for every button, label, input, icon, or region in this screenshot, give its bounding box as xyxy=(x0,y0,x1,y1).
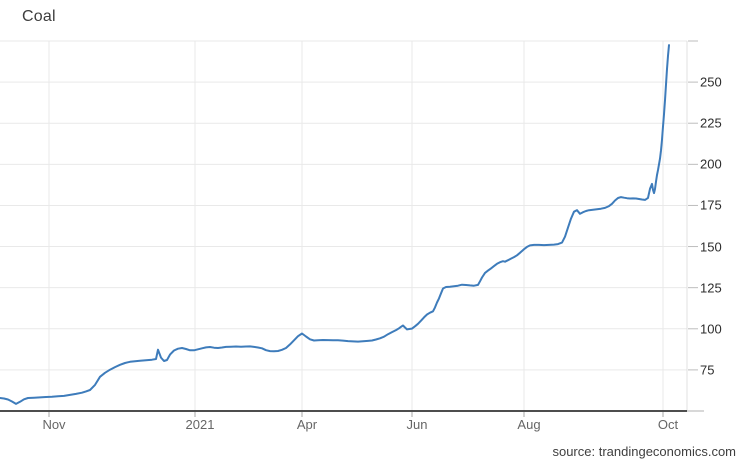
x-axis-label: Aug xyxy=(517,417,541,432)
x-axis-label: Jun xyxy=(406,417,428,432)
y-axis-label: 75 xyxy=(700,362,715,378)
y-axis-label: 250 xyxy=(700,74,722,90)
y-axis-label: 150 xyxy=(700,239,722,255)
x-axis-label: 2021 xyxy=(185,417,215,432)
source-credit: source: trandingeconomics.com xyxy=(552,444,736,459)
coal-price-line[interactable] xyxy=(0,44,670,405)
page-title: Coal xyxy=(22,8,56,25)
x-axis-label: Oct xyxy=(657,417,679,432)
x-axis-label: Apr xyxy=(296,417,318,432)
x-axis-label: Nov xyxy=(42,417,66,432)
y-axis-label: 200 xyxy=(700,156,722,172)
y-axis-label: 100 xyxy=(700,321,722,337)
y-axis-label: 125 xyxy=(700,280,722,296)
y-axis-label: 225 xyxy=(700,115,722,131)
y-axis-label: 175 xyxy=(700,197,722,213)
